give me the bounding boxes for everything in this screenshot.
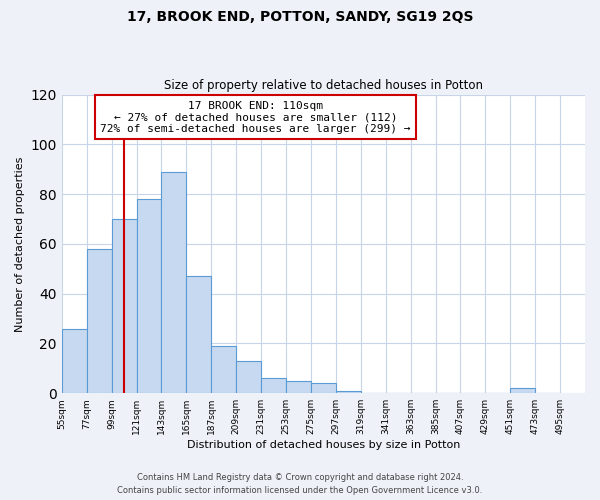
Bar [510,388,535,393]
Bar [236,361,261,393]
Bar [112,219,137,393]
Bar [336,390,361,393]
X-axis label: Distribution of detached houses by size in Potton: Distribution of detached houses by size … [187,440,460,450]
Bar [211,346,236,393]
Text: 17 BROOK END: 110sqm
← 27% of detached houses are smaller (112)
72% of semi-deta: 17 BROOK END: 110sqm ← 27% of detached h… [100,100,410,134]
Bar [62,328,87,393]
Bar [161,172,187,393]
Bar [87,249,112,393]
Bar [137,199,161,393]
Bar [286,381,311,393]
Bar [311,384,336,393]
Y-axis label: Number of detached properties: Number of detached properties [15,156,25,332]
Bar [261,378,286,393]
Text: Contains HM Land Registry data © Crown copyright and database right 2024.
Contai: Contains HM Land Registry data © Crown c… [118,474,482,495]
Title: Size of property relative to detached houses in Potton: Size of property relative to detached ho… [164,79,483,92]
Text: 17, BROOK END, POTTON, SANDY, SG19 2QS: 17, BROOK END, POTTON, SANDY, SG19 2QS [127,10,473,24]
Bar [187,276,211,393]
